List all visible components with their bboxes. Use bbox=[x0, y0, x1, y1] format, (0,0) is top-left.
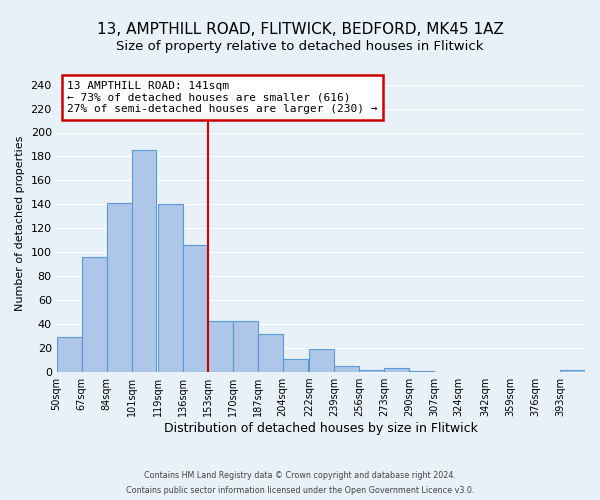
Bar bbox=[258, 334, 283, 372]
Bar bbox=[283, 359, 308, 372]
Bar bbox=[233, 320, 258, 372]
Bar bbox=[409, 371, 434, 372]
Text: Size of property relative to detached houses in Flitwick: Size of property relative to detached ho… bbox=[116, 40, 484, 53]
X-axis label: Distribution of detached houses by size in Flitwick: Distribution of detached houses by size … bbox=[164, 422, 478, 435]
Bar bbox=[107, 203, 131, 372]
Bar bbox=[359, 370, 384, 372]
Bar bbox=[183, 245, 208, 372]
Bar bbox=[309, 350, 334, 372]
Bar bbox=[560, 370, 585, 372]
Text: Contains public sector information licensed under the Open Government Licence v3: Contains public sector information licen… bbox=[126, 486, 474, 495]
Text: Contains HM Land Registry data © Crown copyright and database right 2024.: Contains HM Land Registry data © Crown c… bbox=[144, 471, 456, 480]
Bar bbox=[131, 150, 157, 372]
Bar bbox=[82, 257, 107, 372]
Y-axis label: Number of detached properties: Number of detached properties bbox=[15, 136, 25, 311]
Text: 13, AMPTHILL ROAD, FLITWICK, BEDFORD, MK45 1AZ: 13, AMPTHILL ROAD, FLITWICK, BEDFORD, MK… bbox=[97, 22, 503, 38]
Text: 13 AMPTHILL ROAD: 141sqm
← 73% of detached houses are smaller (616)
27% of semi-: 13 AMPTHILL ROAD: 141sqm ← 73% of detach… bbox=[67, 81, 378, 114]
Bar bbox=[384, 368, 409, 372]
Bar bbox=[208, 320, 233, 372]
Bar bbox=[56, 338, 82, 372]
Bar bbox=[334, 366, 359, 372]
Bar bbox=[158, 204, 183, 372]
